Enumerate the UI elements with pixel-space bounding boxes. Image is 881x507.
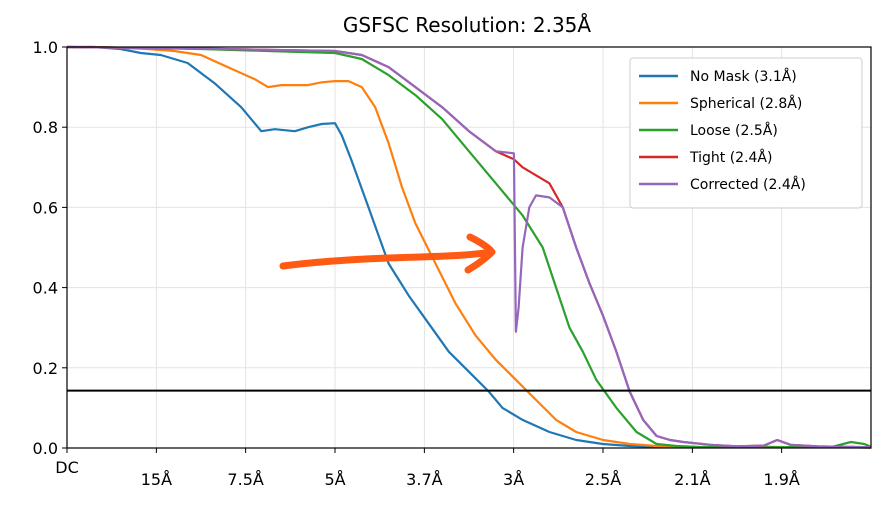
chart-title: GSFSC Resolution: 2.35Å: [343, 13, 591, 37]
legend: No Mask (3.1Å) Spherical (2.8Å) Loose (2.5…: [629, 57, 863, 209]
x-axis: DC 15Å 7.5Å 5Å 3.7Å 3Å 2.5Å 2.1Å 1.9Å: [55, 448, 800, 489]
legend-box: [629, 57, 863, 209]
arrow-head: [464, 233, 496, 274]
x-tick-label: 1.9Å: [763, 470, 799, 489]
legend-label: No Mask (3.1Å): [690, 68, 797, 85]
x-tick-label: 5Å: [324, 470, 345, 489]
x-tick-label: 2.5Å: [585, 470, 621, 489]
legend-label: Tight (2.4Å): [689, 149, 772, 166]
legend-label: Spherical (2.8Å): [690, 95, 802, 112]
arrow-shaft: [279, 248, 494, 270]
y-axis: 0.0 0.2 0.4 0.6 0.8 1.0: [33, 38, 67, 458]
y-tick-label: 0.0: [33, 439, 58, 458]
x-tick-label: 3.7Å: [406, 470, 442, 489]
x-tick-label: 15Å: [141, 470, 172, 489]
series-line: [66, 45, 872, 449]
y-tick-label: 0.2: [33, 359, 58, 378]
legend-label: Corrected (2.4Å): [690, 176, 806, 193]
series-layer: [66, 45, 872, 449]
y-tick-label: 0.8: [33, 118, 58, 137]
x-tick-label: 7.5Å: [227, 470, 263, 489]
y-tick-label: 0.4: [33, 279, 58, 298]
plot-frame: [66, 46, 872, 449]
x-tick-label: 3Å: [503, 470, 524, 489]
y-tick-label: 1.0: [33, 38, 58, 57]
series-line: [66, 45, 872, 449]
y-tick-label: 0.6: [33, 198, 58, 217]
x-tick-label: DC: [55, 458, 79, 477]
x-tick-label: 2.1Å: [674, 470, 710, 489]
legend-label: Loose (2.5Å): [690, 122, 778, 139]
annotation-layer: [279, 233, 496, 274]
